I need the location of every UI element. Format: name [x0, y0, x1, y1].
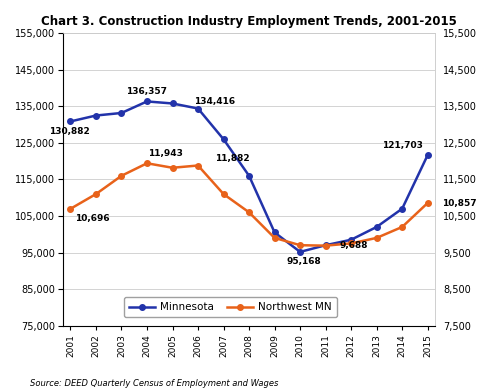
Text: 130,882: 130,882 — [49, 127, 90, 136]
Text: 10,696: 10,696 — [75, 214, 109, 223]
Text: 95,168: 95,168 — [287, 257, 322, 267]
Text: 9,688: 9,688 — [339, 241, 368, 250]
Text: 11,882: 11,882 — [215, 154, 249, 163]
Text: 134,416: 134,416 — [194, 97, 235, 106]
Text: 10,857: 10,857 — [442, 199, 476, 208]
Text: 121,703: 121,703 — [382, 141, 423, 150]
Title: Chart 3. Construction Industry Employment Trends, 2001-2015: Chart 3. Construction Industry Employmen… — [41, 15, 457, 28]
Text: 11,943: 11,943 — [149, 149, 183, 158]
Text: 136,357: 136,357 — [126, 87, 167, 97]
Text: Source: DEED Quarterly Census of Employment and Wages: Source: DEED Quarterly Census of Employm… — [30, 379, 278, 388]
Legend: Minnesota, Northwest MN: Minnesota, Northwest MN — [124, 297, 337, 317]
